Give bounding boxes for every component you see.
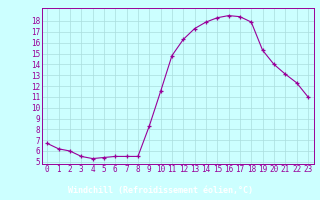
Text: Windchill (Refroidissement éolien,°C): Windchill (Refroidissement éolien,°C)	[68, 186, 252, 196]
